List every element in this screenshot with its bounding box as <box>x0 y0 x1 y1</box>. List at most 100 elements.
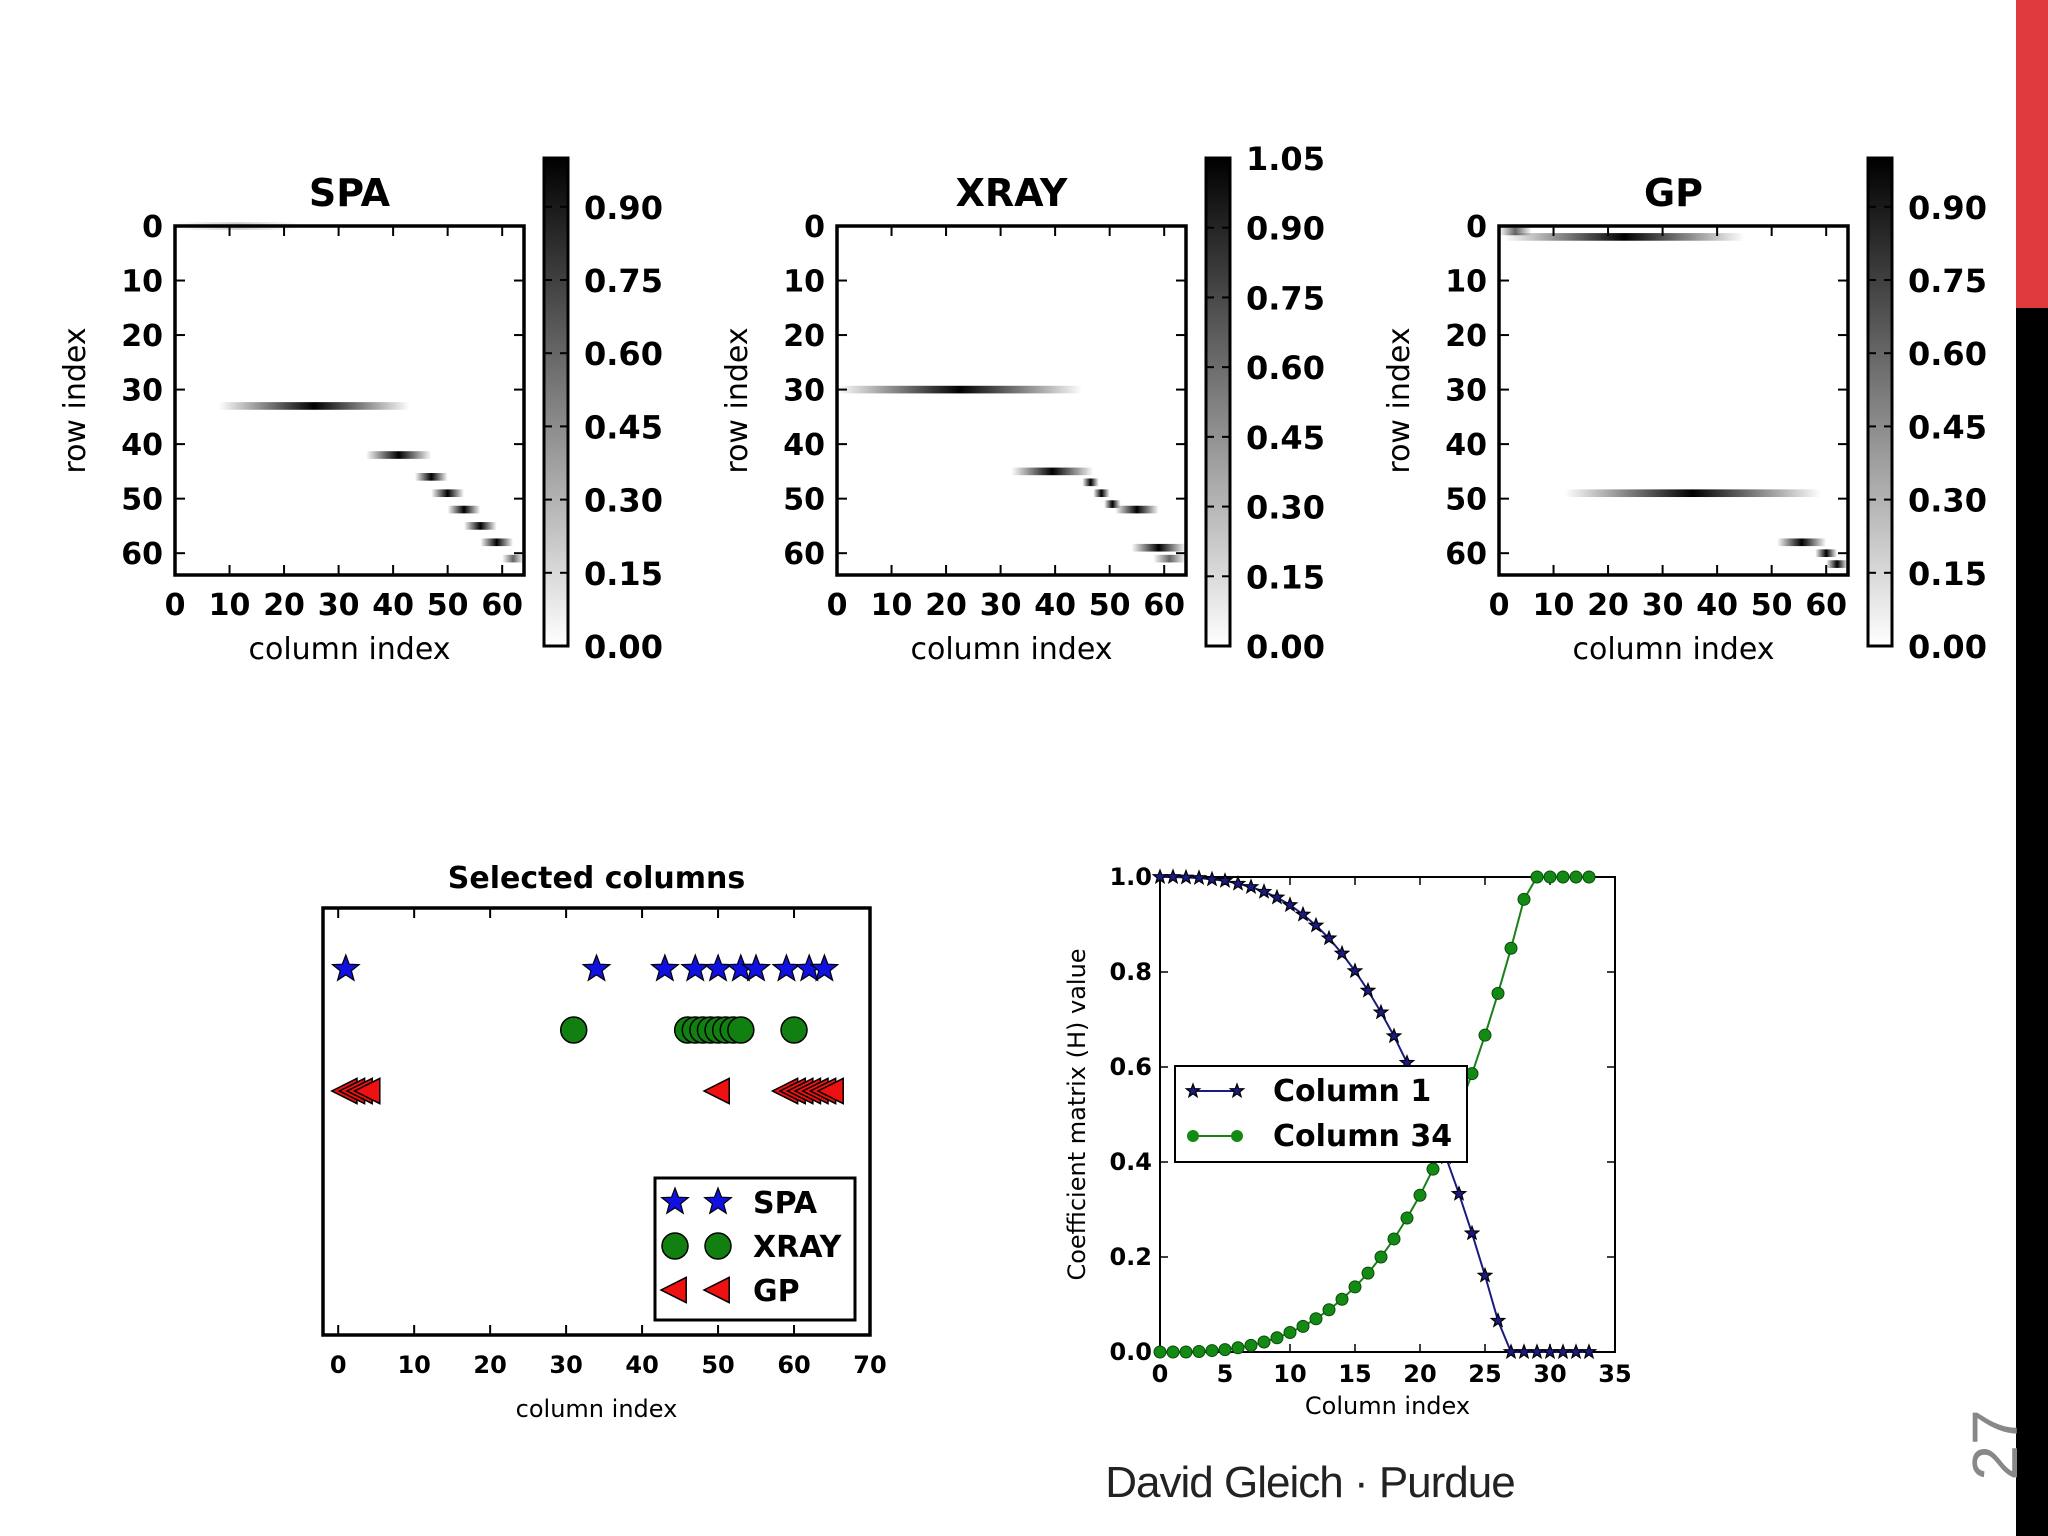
y-tick-label: 60 <box>783 537 825 572</box>
series-point <box>1179 1345 1193 1359</box>
series-point <box>1504 941 1518 955</box>
colorbar-tick-label: 0.90 <box>1908 189 1987 227</box>
heatmap-segment <box>1815 549 1838 558</box>
series-point <box>1489 1311 1507 1328</box>
x-tick-label: 10 <box>209 588 251 623</box>
x-tick-label: 40 <box>1696 588 1738 623</box>
heatmap-segment <box>447 505 481 514</box>
x-axis-label: Column index <box>1305 1392 1470 1420</box>
heatmap-segment <box>1504 233 1745 241</box>
series-point <box>1164 868 1182 885</box>
scatter-point <box>780 1016 808 1044</box>
y-tick-label: 1.0 <box>1109 863 1152 891</box>
series-point <box>1515 1343 1533 1360</box>
series-point <box>1190 869 1208 885</box>
series-point <box>1463 1224 1481 1241</box>
colorbar-tick-label: 0.60 <box>1908 335 1987 373</box>
series-point <box>1554 1343 1572 1360</box>
series-point <box>1244 1338 1258 1352</box>
legend-marker <box>1187 1130 1199 1142</box>
heatmap-bg <box>837 226 1186 575</box>
legend-marker <box>1228 1082 1246 1099</box>
legend-marker <box>660 1186 690 1215</box>
heatmap-segment <box>414 473 448 481</box>
heatmap-segment <box>1131 543 1186 552</box>
colorbar-tick-label: 1.05 <box>1246 140 1325 178</box>
series-point <box>1283 1326 1297 1340</box>
series-line <box>1160 876 1589 1353</box>
colorbar-tick-label: 0.75 <box>1246 279 1325 317</box>
colorbar <box>542 156 570 648</box>
y-tick-label: 50 <box>121 483 163 518</box>
selected-columns-chart: Selected columns 0 10 20 30 40 50 60 70 column in… <box>321 861 887 1423</box>
heatmap-segment <box>464 522 497 530</box>
x-tick-label: 10 <box>1273 1360 1306 1388</box>
colorbar-tick-label: 0.15 <box>1246 558 1325 596</box>
heatmap-segment <box>1153 554 1186 563</box>
series-point <box>1359 981 1377 998</box>
series-point <box>1580 1343 1598 1360</box>
legend-label: Column 1 <box>1273 1074 1431 1109</box>
colorbar-tick-label: 0.90 <box>1246 210 1325 248</box>
series-point <box>1333 944 1351 961</box>
colorbar-tick-label: 0.15 <box>1908 555 1987 593</box>
x-tick-label: 35 <box>1598 1360 1631 1388</box>
x-tick-label: 25 <box>1468 1360 1501 1388</box>
series-point <box>1426 1162 1440 1176</box>
colorbar-tick-label: 0.45 <box>1246 419 1325 457</box>
colorbar-tick-label: 0.45 <box>1908 408 1987 446</box>
colorbar-tick-label: 0.00 <box>584 628 663 666</box>
series-point <box>1387 1232 1401 1246</box>
heatmap-title: XRAY <box>956 171 1068 215</box>
series-point <box>1307 916 1325 933</box>
y-tick-label: 40 <box>1445 428 1487 463</box>
y-tick-label: 30 <box>783 374 825 409</box>
scatter-point <box>702 1077 731 1105</box>
colorbar-tick-label: 0.00 <box>1908 628 1987 666</box>
y-axis-label: Coefficient matrix (H) value <box>1063 948 1091 1280</box>
x-tick-label: 0 <box>165 588 186 623</box>
y-tick-label: 0.6 <box>1109 1053 1152 1081</box>
scatter-point <box>352 1077 381 1105</box>
series-point <box>1567 1343 1585 1360</box>
y-tick-label: 10 <box>1445 265 1487 300</box>
x-tick-label: 20 <box>1587 588 1629 623</box>
x-axis-label: column index <box>910 632 1112 667</box>
colorbar-tick-label: 0.15 <box>584 555 663 593</box>
x-tick-label: 20 <box>473 1351 506 1379</box>
colorbar <box>1866 156 1894 648</box>
x-tick-label: 50 <box>1089 588 1131 623</box>
y-axis-label: row index <box>58 327 93 473</box>
series-point <box>1255 882 1273 899</box>
y-tick-label: 20 <box>121 319 163 354</box>
x-tick-label: 20 <box>1403 1360 1436 1388</box>
accent-bar-black <box>2016 308 2048 1536</box>
colorbar <box>1204 156 1232 648</box>
y-tick-label: 0.4 <box>1109 1148 1152 1176</box>
heatmap-segment <box>431 489 465 498</box>
series-point <box>1203 870 1221 887</box>
y-tick-label: 50 <box>783 483 825 518</box>
series-point <box>1582 870 1596 884</box>
x-tick-label: 0 <box>1152 1360 1169 1388</box>
colorbar-tick-label: 0.00 <box>1246 628 1325 666</box>
series-point <box>1361 1266 1375 1280</box>
series-point <box>1413 1188 1427 1202</box>
x-tick-label: 15 <box>1338 1360 1371 1388</box>
y-tick-label: 10 <box>783 265 825 300</box>
y-axis-label: row index <box>1382 327 1417 473</box>
y-tick-label: 10 <box>121 265 163 300</box>
x-tick-label: 50 <box>701 1351 734 1379</box>
series-point <box>1348 1280 1362 1294</box>
x-tick-label: 40 <box>1034 588 1076 623</box>
series-point <box>1294 905 1312 922</box>
colorbar-tick-label: 0.30 <box>1246 489 1325 527</box>
series-point <box>1322 1303 1336 1317</box>
series-point <box>1177 868 1195 885</box>
series-point <box>1450 1185 1468 1201</box>
heatmap-segment <box>1499 227 1532 236</box>
series-point <box>1476 1266 1494 1283</box>
series-point <box>1543 870 1557 884</box>
